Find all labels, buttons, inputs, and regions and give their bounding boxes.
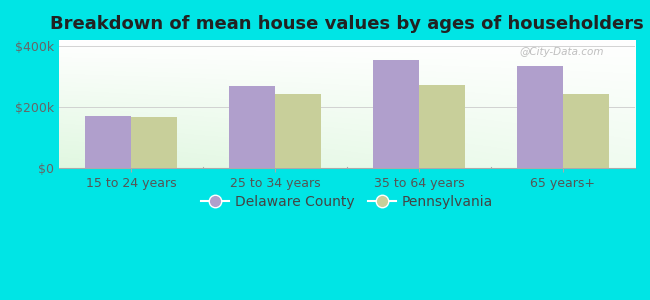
Text: @City-Data.com: @City-Data.com	[520, 46, 604, 57]
Bar	[85, 116, 131, 168]
Bar	[373, 60, 419, 168]
Title: Breakdown of mean house values by ages of householders: Breakdown of mean house values by ages o…	[50, 15, 644, 33]
Bar	[131, 117, 177, 168]
Bar	[517, 66, 563, 168]
Bar	[419, 85, 465, 168]
Bar	[229, 86, 275, 168]
Bar	[275, 94, 321, 168]
Bar	[563, 94, 609, 168]
Legend: Delaware County, Pennsylvania: Delaware County, Pennsylvania	[196, 190, 499, 215]
